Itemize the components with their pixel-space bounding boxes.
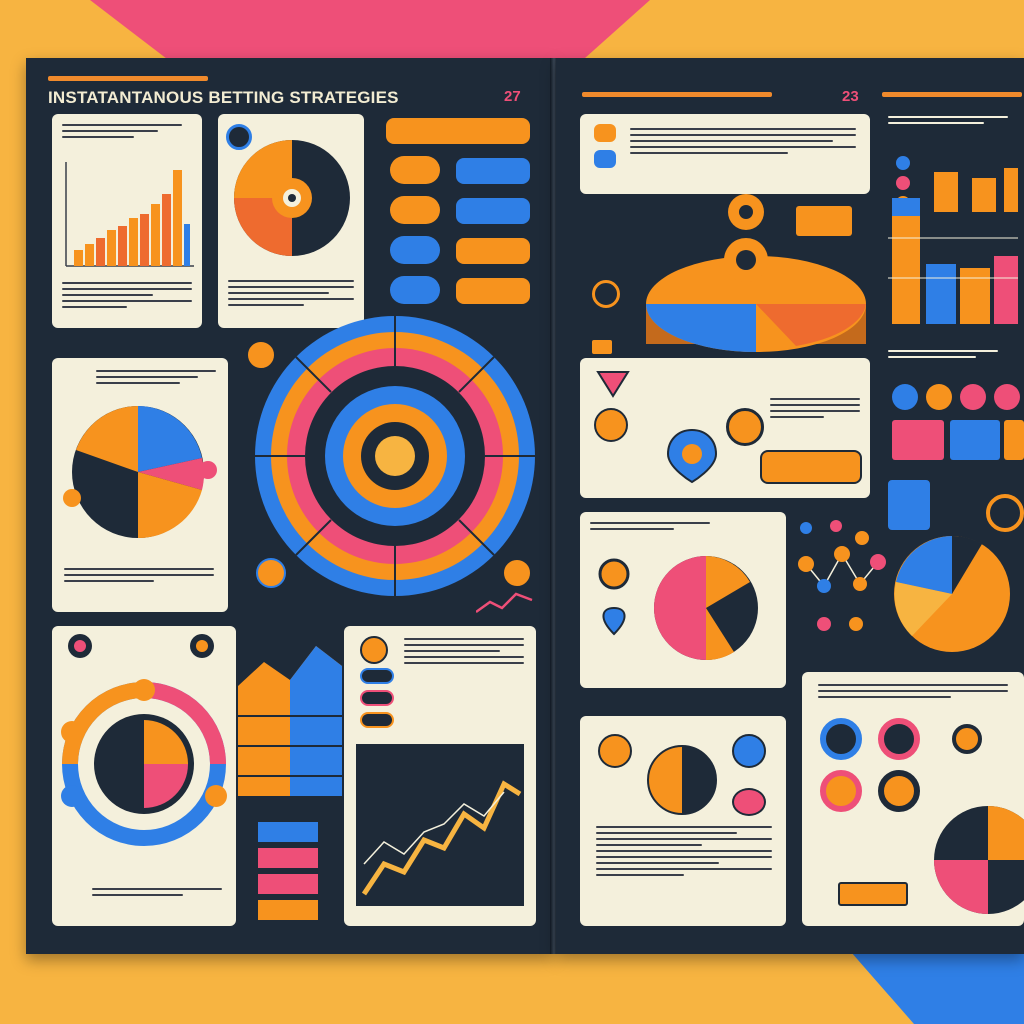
chart-icon xyxy=(594,150,616,168)
target-icon xyxy=(820,718,862,760)
info-pill xyxy=(456,238,530,264)
trend-line xyxy=(476,592,533,614)
coin-icon xyxy=(390,156,440,184)
coin-icon xyxy=(256,558,286,588)
network-graphic xyxy=(798,520,886,631)
header-accent-bar xyxy=(882,92,1022,97)
cycle-diagram-graphic xyxy=(61,634,227,846)
pie-chart-graphic xyxy=(647,745,717,815)
header-accent-bar xyxy=(582,92,772,97)
cta-button[interactable] xyxy=(760,450,862,484)
label-pill xyxy=(592,340,612,354)
info-pill xyxy=(456,198,530,224)
text-card xyxy=(580,114,870,194)
chart-icon xyxy=(390,236,440,264)
info-pill xyxy=(456,278,530,304)
icon-card xyxy=(580,358,870,498)
coin-icon xyxy=(502,558,532,588)
card-text-lines xyxy=(818,684,1008,702)
donut-card xyxy=(218,114,364,328)
line-chart-card xyxy=(344,626,536,926)
bar-chart-graphic xyxy=(65,162,194,267)
icon-circle xyxy=(926,384,952,410)
icon-circle xyxy=(960,384,986,410)
stat-block xyxy=(892,420,944,460)
target-card xyxy=(802,672,1024,926)
coin-icon xyxy=(952,724,982,754)
gauge-icon xyxy=(986,494,1024,532)
background-blue-shape xyxy=(844,944,1024,1024)
gauge-icon xyxy=(226,124,252,150)
toggle-pill xyxy=(360,690,394,706)
stat-block xyxy=(950,420,1000,460)
target-icon xyxy=(820,770,862,812)
pie-card xyxy=(580,512,786,688)
icon-circle xyxy=(994,384,1020,410)
left-page: INSTATANTANOUS BETTING STRATEGIES 27 xyxy=(26,58,554,954)
header-accent-bar xyxy=(48,76,208,81)
right-page: 23 xyxy=(556,58,1024,954)
card-text-lines xyxy=(64,568,214,586)
section-text-lines xyxy=(888,116,1008,128)
coin-icon xyxy=(246,340,276,370)
coin-icon xyxy=(726,408,764,446)
dollar-icon xyxy=(598,734,632,768)
page-number: 23 xyxy=(842,88,859,105)
coin-icon xyxy=(390,196,440,224)
pie-chart-graphic xyxy=(63,406,217,539)
heart-icon xyxy=(594,408,628,442)
label-pill xyxy=(796,206,852,236)
icon-circle xyxy=(892,384,918,410)
coin-icon xyxy=(594,124,616,142)
card-text-lines xyxy=(630,128,856,158)
toggle-pill xyxy=(360,712,394,728)
mini-pie-card xyxy=(580,716,786,926)
pie-chart-graphic xyxy=(894,535,1010,652)
header-pill xyxy=(386,118,530,144)
stat-block xyxy=(1004,420,1024,460)
background-pink-shape xyxy=(90,0,650,60)
chart-icon xyxy=(390,276,440,304)
bar-chart-graphic xyxy=(888,168,1018,324)
heart-icon xyxy=(732,788,766,816)
card-text-lines xyxy=(62,124,182,142)
heart-icon xyxy=(732,734,766,768)
pie-chart-graphic xyxy=(598,556,758,661)
book-spine xyxy=(550,58,558,954)
page-title: INSTATANTANOUS BETTING STRATEGIES xyxy=(48,88,399,107)
cycle-card xyxy=(52,626,236,926)
card-text-lines xyxy=(770,398,860,422)
card-text-lines xyxy=(92,888,222,900)
triangle-icon xyxy=(596,371,630,398)
card-text-lines xyxy=(596,826,772,880)
page-number: 27 xyxy=(504,88,521,105)
bar-chart-card xyxy=(52,114,202,328)
target-icon xyxy=(878,770,920,812)
radial-wheel-graphic xyxy=(255,316,535,596)
pie-chart-graphic xyxy=(934,806,1024,914)
bullet-icon xyxy=(896,156,910,170)
card-text-lines xyxy=(590,522,710,534)
section-text-lines xyxy=(888,350,998,362)
card-text-lines xyxy=(96,370,216,388)
label-pill xyxy=(838,882,908,906)
location-pin-icon xyxy=(666,428,718,484)
stacked-bars-graphic xyxy=(238,646,342,920)
calculator-icon xyxy=(886,478,932,532)
toggle-pill xyxy=(360,668,394,684)
card-text-lines xyxy=(404,638,524,668)
gauge-icon xyxy=(592,280,620,308)
card-text-lines xyxy=(62,282,192,312)
donut-chart-graphic xyxy=(234,140,350,256)
pie-card xyxy=(52,358,228,612)
card-text-lines xyxy=(228,280,354,310)
coin-icon xyxy=(360,636,388,664)
line-chart-graphic xyxy=(356,744,524,906)
info-pill xyxy=(456,158,530,184)
bullet-icon xyxy=(896,176,910,190)
target-icon xyxy=(878,718,920,760)
